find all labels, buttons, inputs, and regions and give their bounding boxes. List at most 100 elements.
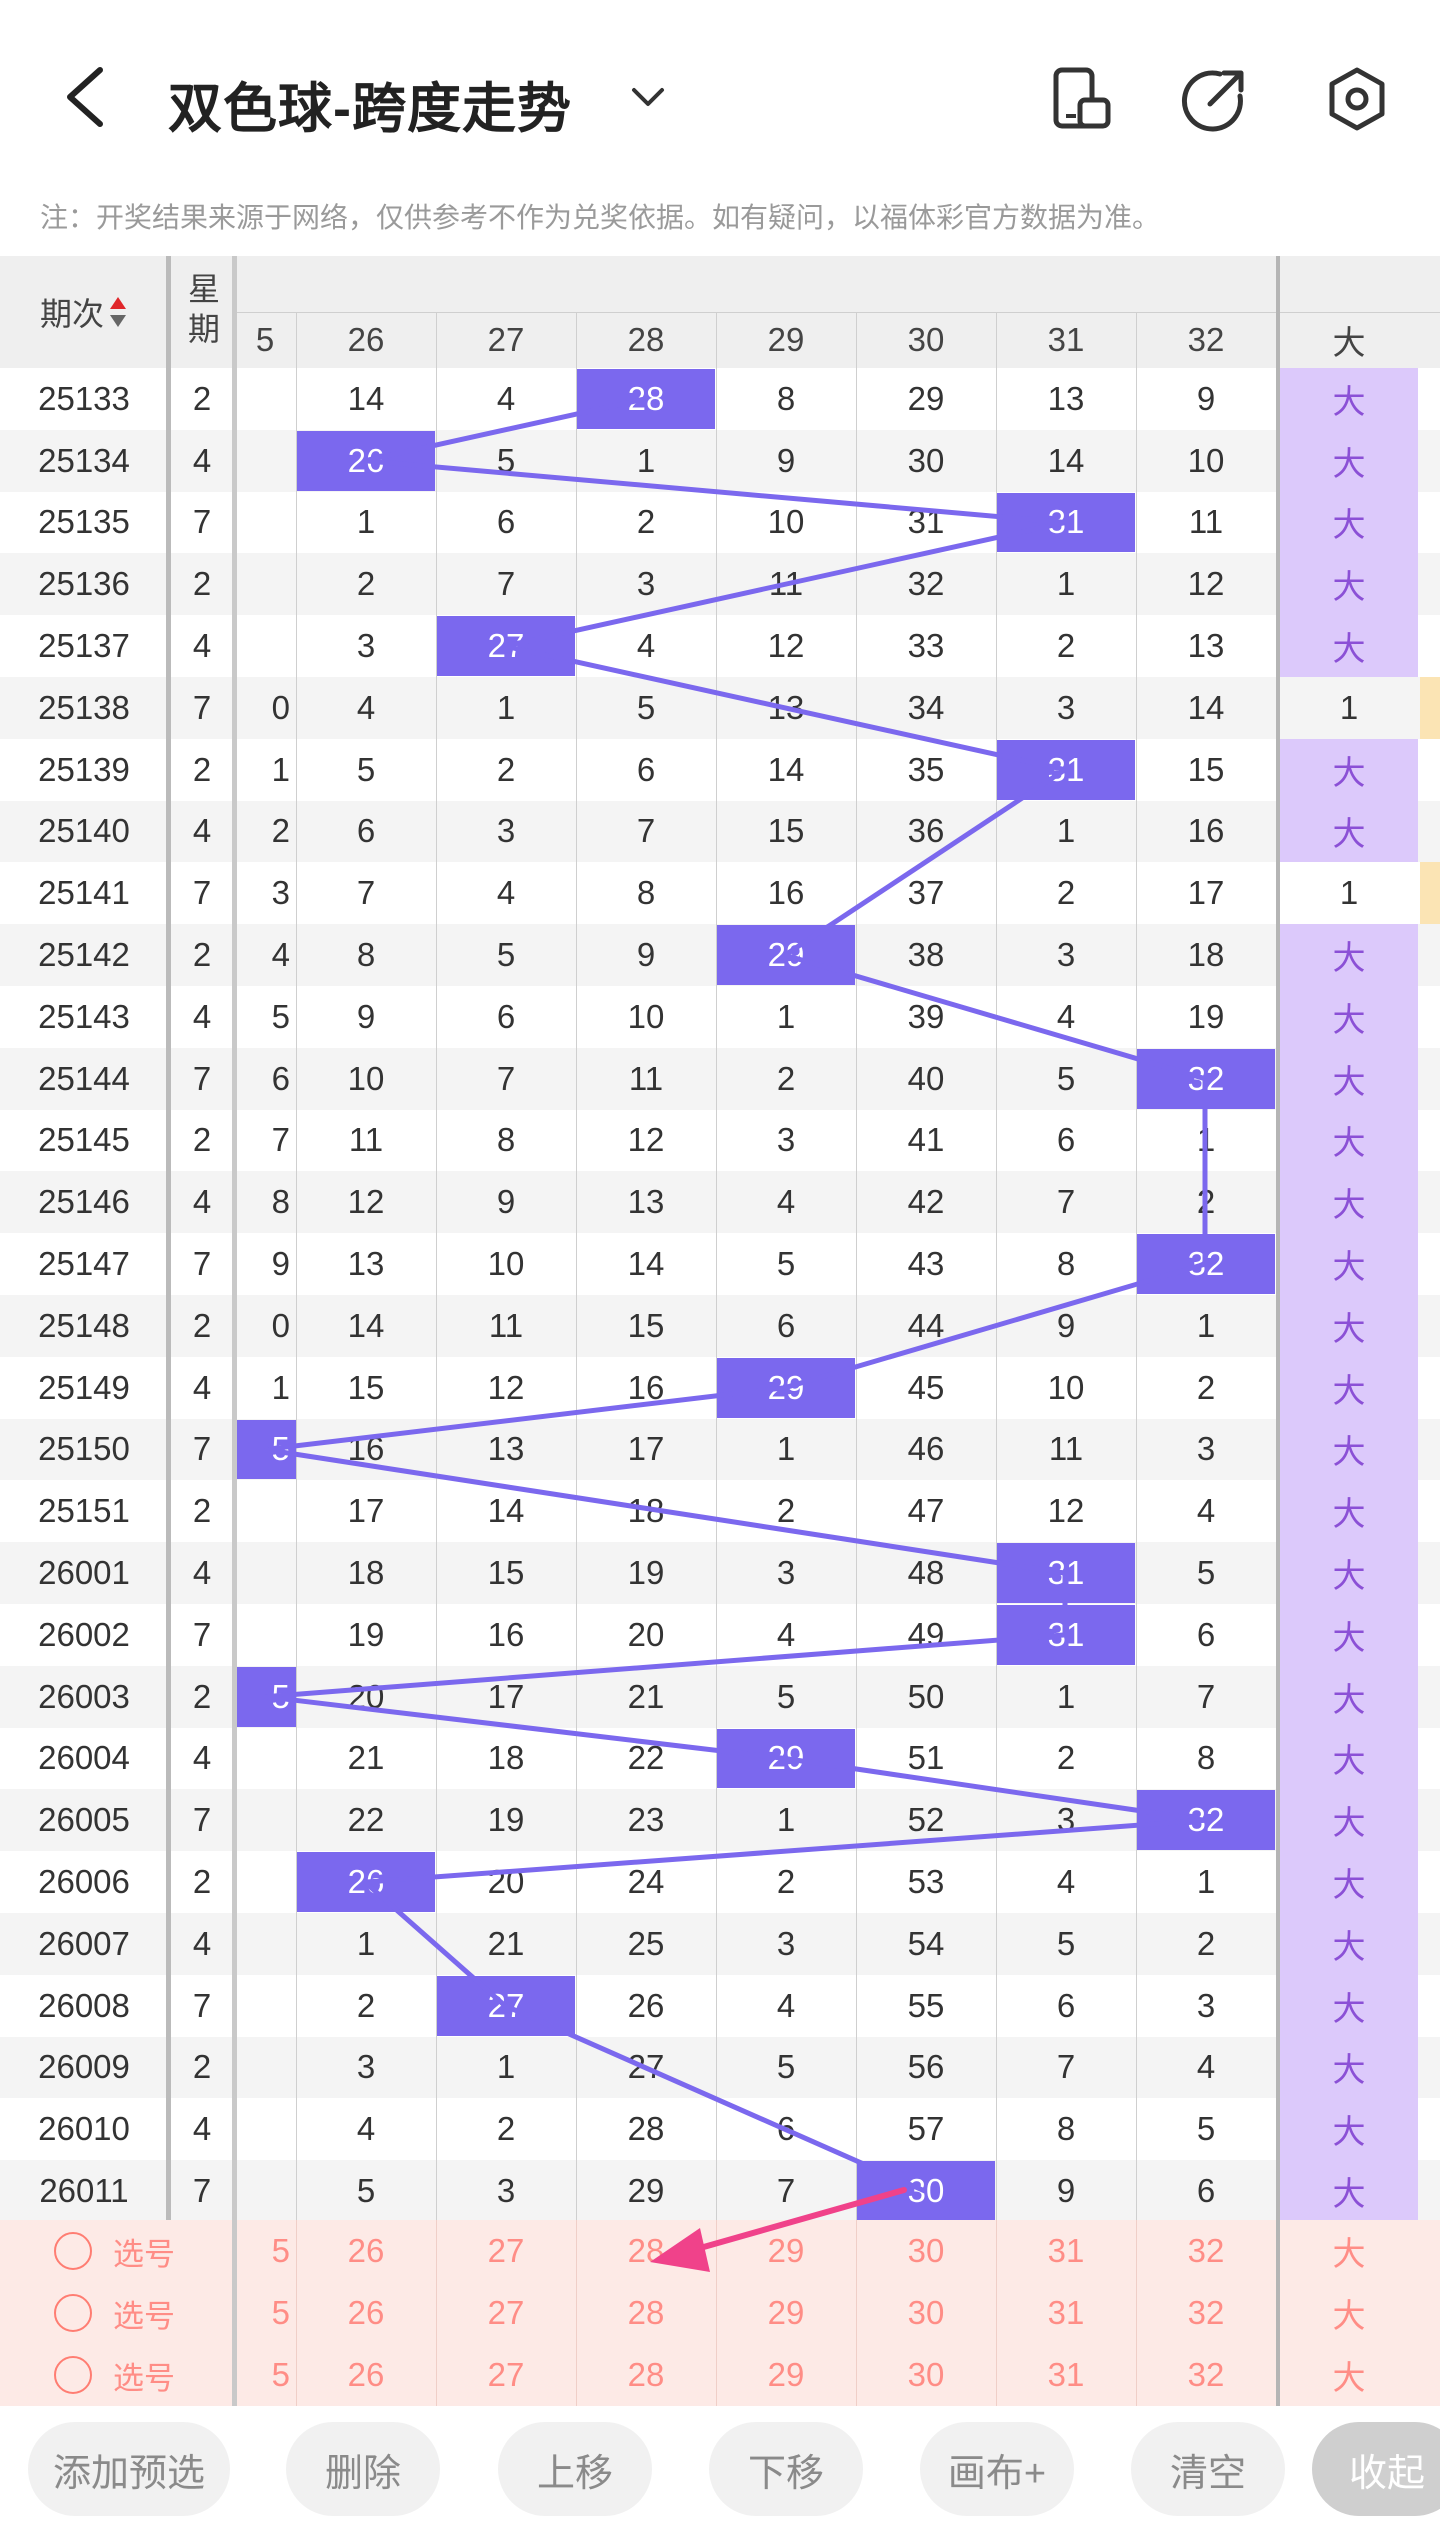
back-arrow-icon[interactable] — [58, 62, 118, 132]
predict-number[interactable]: 31 — [1047, 2356, 1085, 2393]
move-up-button[interactable]: 上移 — [498, 2422, 652, 2516]
delete-button[interactable]: 删除 — [286, 2422, 440, 2516]
period-cell: 26009 — [38, 2048, 130, 2086]
weekday-cell: 2 — [192, 750, 212, 788]
predict-number[interactable]: 26 — [347, 2294, 385, 2331]
predict-number[interactable]: 5 — [271, 2356, 290, 2393]
number-cell: 7 — [1056, 1183, 1076, 1221]
number-cell: 2 — [356, 1986, 376, 2024]
chevron-down-icon[interactable] — [626, 76, 670, 120]
predict-number[interactable]: 28 — [627, 2356, 665, 2393]
number-cell: 5 — [356, 750, 376, 788]
column-divider — [996, 312, 997, 2352]
share-icon[interactable] — [1180, 64, 1250, 134]
predict-number[interactable]: 32 — [1187, 2294, 1225, 2331]
weekday-cell: 4 — [192, 1368, 212, 1406]
period-cell: 25138 — [38, 688, 130, 726]
number-cell: 6 — [271, 1059, 290, 1097]
period-cell: 25147 — [38, 1245, 130, 1283]
number-cell: 10 — [767, 503, 805, 541]
number-cell: 1 — [496, 2048, 516, 2086]
period-cell: 25142 — [38, 936, 130, 974]
hit-number: 29 — [767, 936, 805, 974]
settings-gear-icon[interactable] — [1322, 64, 1392, 134]
number-cell: 8 — [496, 1121, 516, 1159]
number-cell: 8 — [1196, 1739, 1216, 1777]
number-cell: 2 — [1196, 1183, 1216, 1221]
number-cell: 1 — [1196, 1306, 1216, 1344]
select-radio[interactable] — [54, 2356, 92, 2394]
predict-number[interactable]: 28 — [627, 2232, 665, 2269]
select-radio[interactable] — [54, 2232, 92, 2270]
predict-big[interactable]: 大 — [1332, 2235, 1366, 2272]
collapse-button[interactable]: 收起 — [1312, 2422, 1440, 2516]
select-radio[interactable] — [54, 2294, 92, 2332]
predict-number[interactable]: 31 — [1047, 2294, 1085, 2331]
select-label[interactable]: 选号 — [113, 2298, 175, 2334]
add-preselect-button[interactable]: 添加预选 — [28, 2422, 230, 2516]
number-cell: 12 — [767, 627, 805, 665]
number-cell: 3 — [356, 2048, 376, 2086]
big-cell: 大 — [1332, 1309, 1366, 1347]
predict-big[interactable]: 大 — [1332, 2297, 1366, 2334]
predict-number[interactable]: 29 — [767, 2232, 805, 2269]
predict-number[interactable]: 30 — [907, 2356, 945, 2393]
period-cell: 25134 — [38, 441, 130, 479]
predict-number[interactable]: 28 — [627, 2294, 665, 2331]
weekday-cell: 2 — [192, 936, 212, 974]
number-cell: 12 — [347, 1183, 385, 1221]
page-title[interactable]: 双色球-跨度走势 — [168, 79, 572, 139]
number-cell: 49 — [907, 1615, 945, 1653]
predict-number[interactable]: 30 — [907, 2232, 945, 2269]
number-cell: 55 — [907, 1986, 945, 2024]
big-cell: 大 — [1332, 1248, 1366, 1286]
number-cell: 3 — [1056, 688, 1076, 726]
number-cell: 4 — [1196, 1492, 1216, 1530]
period-header[interactable]: 期次 — [0, 256, 168, 368]
column-header-31: 31 — [1047, 321, 1085, 358]
weekday-cell: 2 — [192, 1492, 212, 1530]
predict-number[interactable]: 27 — [487, 2232, 525, 2269]
number-cell: 14 — [347, 379, 385, 417]
weekday-cell: 4 — [192, 2110, 212, 2148]
big-cell-bg — [1280, 615, 1418, 677]
weekday-cell: 7 — [192, 503, 212, 541]
number-cell: 3 — [1056, 1801, 1076, 1839]
predict-number[interactable]: 29 — [767, 2356, 805, 2393]
number-cell: 18 — [1187, 936, 1225, 974]
number-cell: 41 — [907, 1121, 945, 1159]
predict-divider — [856, 2220, 857, 2406]
move-down-button[interactable]: 下移 — [709, 2422, 863, 2516]
predict-number[interactable]: 30 — [907, 2294, 945, 2331]
big-cell: 大 — [1332, 1989, 1366, 2027]
predict-number[interactable]: 27 — [487, 2356, 525, 2393]
number-cell: 2 — [271, 812, 290, 850]
predict-number[interactable]: 26 — [347, 2232, 385, 2269]
sort-arrows-icon[interactable] — [108, 295, 128, 329]
screen-rotate-icon[interactable] — [1046, 64, 1116, 134]
hit-number: 27 — [487, 1986, 525, 2024]
predict-number[interactable]: 27 — [487, 2294, 525, 2331]
big-cell-bg — [1280, 2160, 1418, 2222]
number-cell: 6 — [1196, 2172, 1216, 2210]
select-label[interactable]: 选号 — [113, 2236, 175, 2272]
number-cell: 17 — [347, 1492, 385, 1530]
predict-number[interactable]: 32 — [1187, 2232, 1225, 2269]
clear-button[interactable]: 清空 — [1131, 2422, 1285, 2516]
predict-number[interactable]: 5 — [271, 2232, 290, 2269]
number-cell: 31 — [907, 503, 945, 541]
weekday-cell: 7 — [192, 1801, 212, 1839]
select-label[interactable]: 选号 — [113, 2360, 175, 2396]
number-cell: 39 — [907, 997, 945, 1035]
number-cell: 8 — [1056, 2110, 1076, 2148]
predict-big[interactable]: 大 — [1332, 2359, 1366, 2396]
predict-number[interactable]: 26 — [347, 2356, 385, 2393]
canvas-add-button[interactable]: 画布+ — [920, 2422, 1074, 2516]
predict-number[interactable]: 29 — [767, 2294, 805, 2331]
predict-number[interactable]: 32 — [1187, 2356, 1225, 2393]
predict-number[interactable]: 5 — [271, 2294, 290, 2331]
number-cell: 35 — [907, 750, 945, 788]
predict-divider — [716, 2220, 717, 2406]
predict-number[interactable]: 31 — [1047, 2232, 1085, 2269]
table-row — [0, 800, 1440, 863]
